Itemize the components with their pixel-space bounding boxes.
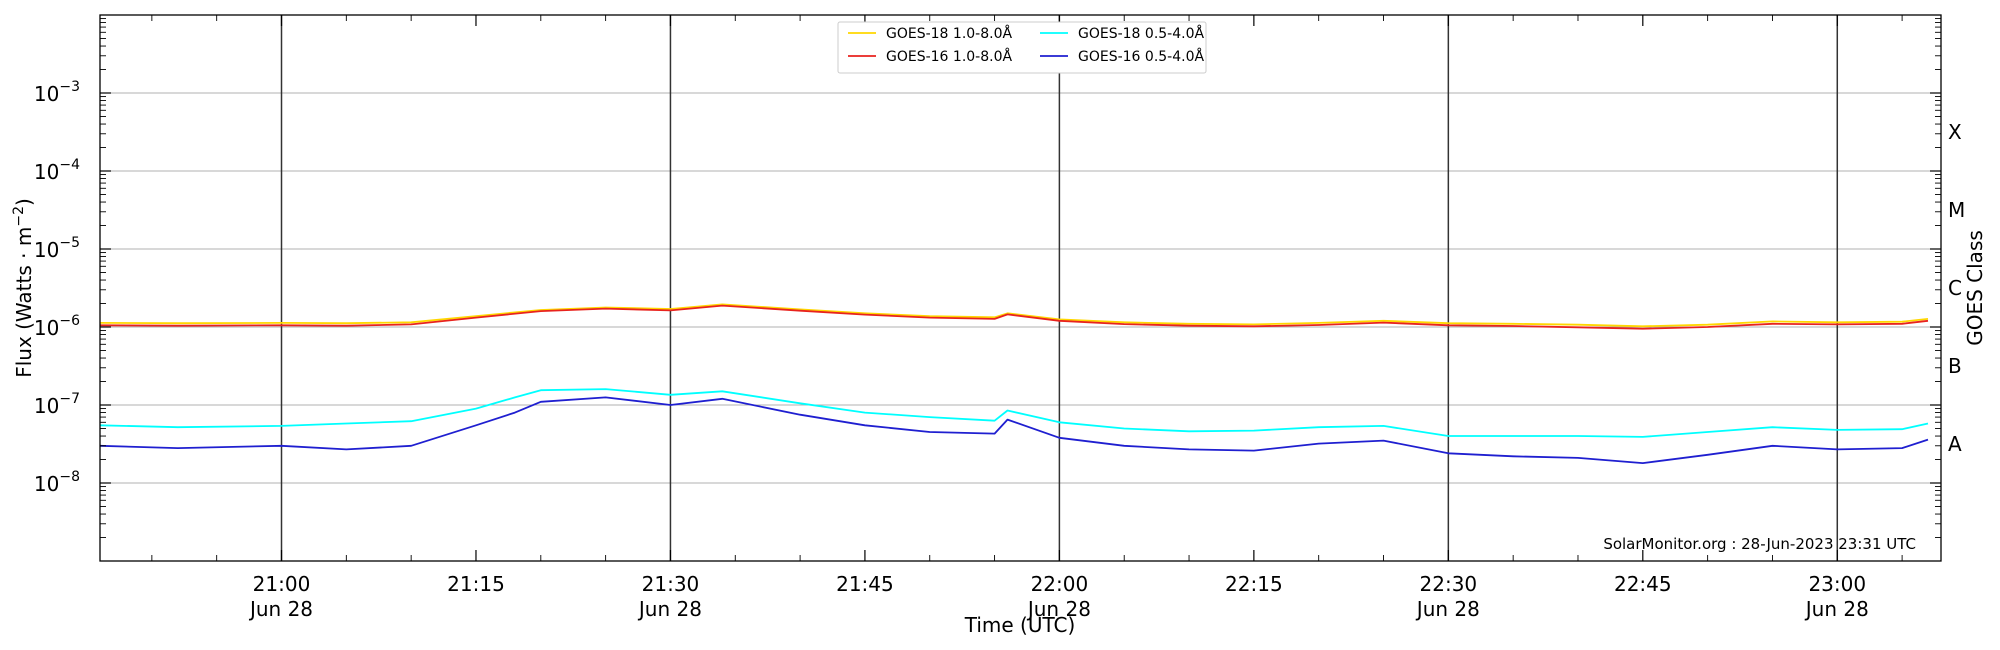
- y-tick-exponent: −5: [59, 235, 80, 251]
- x-axis-label: Time (UTC): [964, 613, 1076, 637]
- legend-label: GOES-18 1.0-8.0Å: [886, 25, 1012, 42]
- y-tick-label: 10−3: [34, 79, 80, 106]
- goes-class-label: B: [1948, 354, 1962, 378]
- goes-class-label: A: [1948, 432, 1962, 456]
- legend-label: GOES-16 0.5-4.0Å: [1078, 48, 1204, 65]
- x-tick-date: Jun 28: [1415, 597, 1480, 621]
- goes-class-label: C: [1948, 276, 1962, 300]
- y-tick-label: 10−6: [34, 313, 80, 340]
- y-tick-base: 10: [34, 472, 59, 496]
- x-tick-label: 21:15: [447, 572, 505, 596]
- y-tick-base: 10: [34, 238, 59, 262]
- y-tick-label: 10−8: [34, 469, 80, 496]
- y-tick-exponent: −4: [59, 157, 80, 173]
- y-tick-base: 10: [34, 394, 59, 418]
- y-tick-base: 10: [34, 316, 59, 340]
- legend-label: GOES-18 0.5-4.0Å: [1078, 25, 1204, 42]
- y-tick-label: 10−4: [34, 157, 80, 184]
- x-tick-date: Jun 28: [248, 597, 313, 621]
- y-tick-label: 10−5: [34, 235, 80, 262]
- x-tick-label: 21:30: [642, 572, 700, 596]
- x-tick-label: 22:30: [1420, 572, 1478, 596]
- y-tick-exponent: −7: [59, 391, 80, 407]
- series-line: [99, 303, 1929, 328]
- y-tick-exponent: −3: [59, 79, 80, 95]
- y-tick-base: 10: [34, 160, 59, 184]
- plot-frame: [99, 14, 1942, 562]
- x-tick-date: Jun 28: [1804, 597, 1869, 621]
- legend-frame: [837, 21, 1207, 74]
- axis-ticks: [100, 15, 1941, 561]
- x-tick-label: 23:00: [1808, 572, 1866, 596]
- x-tick-date: Jun 28: [1026, 597, 1091, 621]
- goes-class-axis-label: GOES Class: [1963, 230, 1987, 346]
- x-tick-label: 22:15: [1225, 572, 1283, 596]
- x-tick-date: Jun 28: [637, 597, 702, 621]
- y-tick-exponent: −6: [59, 313, 80, 329]
- series-line: [99, 388, 1929, 438]
- series-line: [99, 396, 1929, 465]
- y-tick-exponent: −8: [59, 469, 80, 485]
- x-tick-label: 21:45: [836, 572, 894, 596]
- credit-text: SolarMonitor.org : 28-Jun-2023 23:31 UTC: [1603, 535, 1916, 553]
- goes-class-label: X: [1948, 120, 1962, 144]
- legend: GOES-18 1.0-8.0Å GOES-16 1.0-8.0Å GOES-18 …: [837, 21, 1207, 74]
- grid-lines: [100, 92, 1941, 484]
- goes-class-label: M: [1948, 198, 1965, 222]
- x-tick-label: 22:00: [1031, 572, 1089, 596]
- y-tick-label: 10−7: [34, 391, 80, 418]
- legend-label: GOES-16 1.0-8.0Å: [886, 48, 1012, 65]
- x-tick-label: 21:00: [253, 572, 311, 596]
- day-markers: [280, 15, 1839, 561]
- y-axis-label: Flux (Watts · m−2): [11, 198, 36, 378]
- y-tick-base: 10: [34, 82, 59, 106]
- series-line: [99, 304, 1929, 330]
- x-tick-label: 22:45: [1614, 572, 1672, 596]
- series-lines: [99, 303, 1929, 465]
